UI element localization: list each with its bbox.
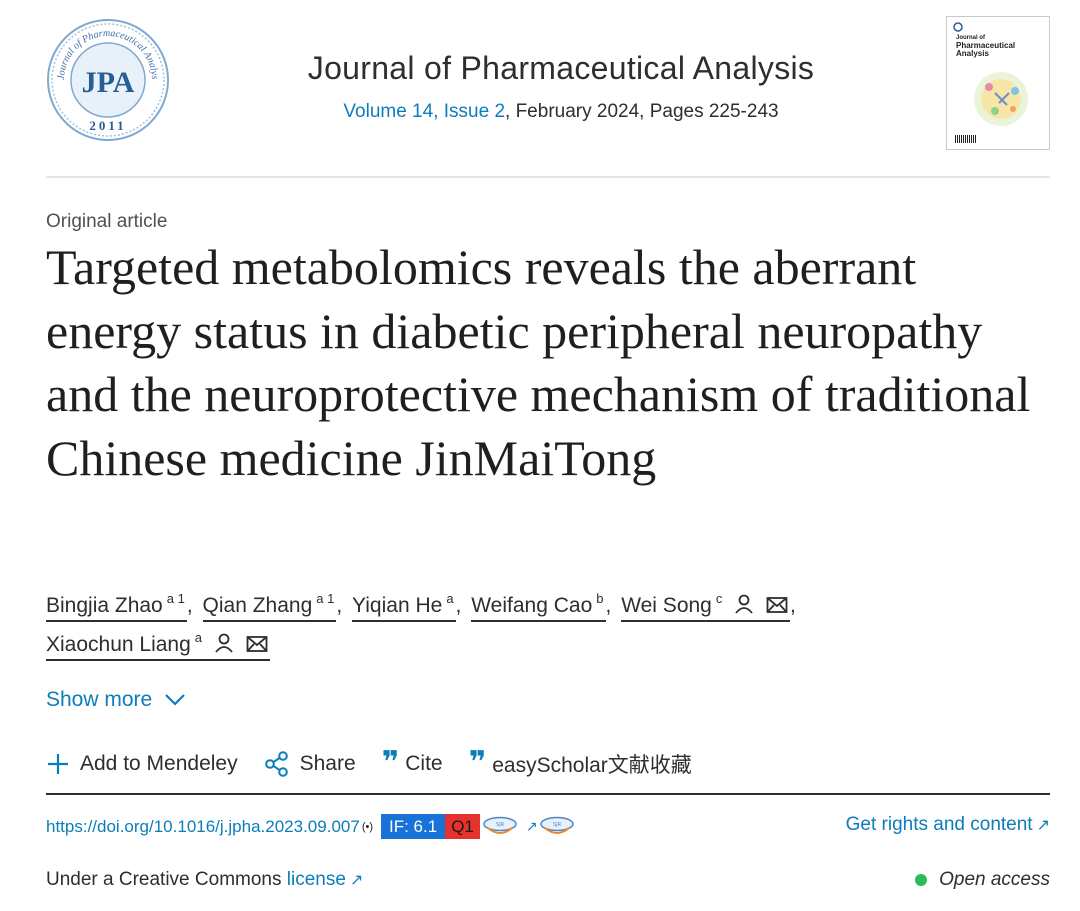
open-access-label: Open access [939, 869, 1050, 890]
author-link-corresponding[interactable]: Wei Song c [621, 585, 791, 622]
add-to-mendeley-button[interactable]: Add to Mendeley [46, 752, 238, 776]
scholar-hat-icon[interactable]: SJR [539, 816, 575, 838]
license-link[interactable]: license [286, 869, 346, 890]
show-more-button[interactable]: Show more [46, 688, 186, 712]
journal-header: Journal of Pharmaceutical Analysis JPA 2… [46, 14, 1050, 154]
journal-cover-thumbnail[interactable]: Journal of Pharmaceutical Analysis [946, 16, 1050, 150]
journal-title-link[interactable]: Journal of Pharmaceutical Analysis [307, 50, 815, 86]
svg-text:SJR: SJR [496, 822, 505, 828]
arrow-ne-icon: ↗ [1036, 817, 1050, 834]
article-type: Original article [46, 211, 168, 232]
cover-line2: Pharmaceutical [956, 41, 1016, 50]
license-row: Under a Creative Commons license ↗ [46, 869, 363, 891]
article-toolbar: Add to Mendeley Share ❞ Cite ❞ easySchol… [46, 746, 718, 782]
doi-row: https://doi.org/10.1016/j.jpha.2023.09.0… [46, 814, 575, 839]
quartile-badge[interactable]: Q1 [445, 814, 480, 839]
quote-icon: ❞ [468, 745, 486, 780]
broadcast-icon: (•) [361, 820, 373, 833]
author-link[interactable]: Bingjia Zhao a 1 [46, 585, 187, 622]
cover-line3: Analysis [956, 49, 989, 58]
open-access-dot-icon [915, 874, 928, 886]
logo-letters: JPA [82, 66, 135, 99]
journal-info: Journal of Pharmaceutical Analysis Volum… [196, 50, 926, 123]
scholar-hat-icon[interactable]: SJR [482, 816, 518, 838]
rights-label: Get rights and content [845, 814, 1033, 835]
cover-line1: Journal of [956, 35, 986, 41]
cover-artwork [974, 72, 1028, 126]
author-link[interactable]: Qian Zhang a 1 [202, 585, 337, 622]
cover-title: Journal of Pharmaceutical Analysis [956, 35, 1015, 58]
author-link[interactable]: Yiqian He a [352, 585, 456, 622]
envelope-icon [246, 636, 268, 652]
show-more-label: Show more [46, 688, 153, 711]
mendeley-label: Add to Mendeley [80, 752, 238, 775]
journal-logo[interactable]: Journal of Pharmaceutical Analysis JPA 2… [46, 18, 170, 142]
author-link-corresponding[interactable]: Xiaochun Liang a [46, 624, 270, 661]
journal-meta: Volume 14, Issue 2, February 2024, Pages… [196, 101, 926, 123]
arrow-ne-icon: ↗ [349, 872, 364, 889]
share-label: Share [299, 752, 356, 775]
easyscholar-button[interactable]: ❞ easyScholar文献收藏 [468, 745, 692, 780]
easyscholar-label: easyScholar文献收藏 [492, 754, 692, 777]
person-icon [735, 594, 753, 614]
person-icon [215, 633, 233, 653]
quote-icon: ❞ [381, 745, 399, 780]
plus-icon [48, 754, 68, 774]
arrow-ne-icon: ↗ [525, 818, 538, 834]
cite-label: Cite [405, 752, 443, 775]
cover-publisher-icon [953, 22, 963, 32]
doi-link[interactable]: https://doi.org/10.1016/j.jpha.2023.09.0… [46, 816, 360, 836]
logo-year: 2011 [89, 118, 126, 133]
open-access-indicator: Open access [915, 869, 1050, 891]
volume-issue-link[interactable]: Volume 14, Issue 2 [343, 101, 506, 122]
toolbar-divider [46, 793, 1050, 795]
license-prefix: Under a Creative Commons [46, 869, 287, 890]
share-icon [264, 751, 288, 777]
author-list: Bingjia Zhao a 1, Qian Zhang a 1, Yiqian H… [46, 585, 1056, 663]
svg-text:SJR: SJR [553, 822, 562, 828]
issue-details: , February 2024, Pages 225-243 [505, 101, 779, 122]
share-button[interactable]: Share [264, 751, 356, 777]
envelope-icon [766, 597, 788, 613]
chevron-down-icon [165, 694, 185, 706]
get-rights-link[interactable]: Get rights and content ↗ [846, 814, 1050, 836]
author-link[interactable]: Weifang Cao b [471, 585, 606, 622]
cover-barcode [955, 135, 977, 143]
cite-button[interactable]: ❞ Cite [381, 745, 443, 780]
article-title: Targeted metabolomics reveals the aberra… [46, 239, 1031, 486]
impact-factor-badge[interactable]: IF: 6.1 [381, 814, 446, 839]
header-divider [46, 176, 1050, 178]
